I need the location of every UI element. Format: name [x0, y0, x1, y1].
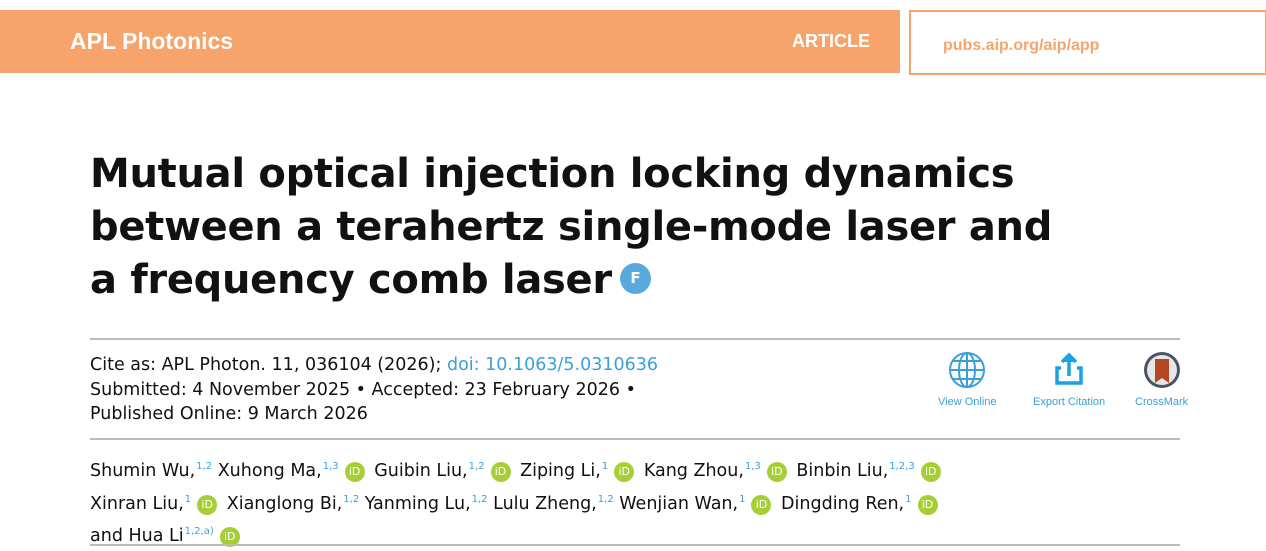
cite-as: Cite as: APL Photon. 11, 036104 (2026); — [90, 355, 442, 375]
author-line: Shumin Wu,1,2 Xuhong Ma,1,3 iD Guibin Liu… — [90, 453, 945, 486]
author-line: Xinran Liu,1 iD Xianglong Bi,1,2 Yanming … — [90, 486, 945, 519]
author[interactable]: Xianglong Bi, — [226, 493, 343, 514]
orcid-icon[interactable]: iD — [920, 462, 941, 482]
doi-link[interactable]: doi: 10.1063/5.0310636 — [446, 355, 659, 375]
orcid-icon[interactable]: iD — [219, 527, 240, 547]
orcid-icon[interactable]: iD — [490, 462, 511, 482]
journal-url-link[interactable]: pubs.aip.org/aip/app — [943, 37, 1100, 54]
export-citation-label: Export Citation — [1033, 396, 1106, 408]
author[interactable]: Shumin Wu, — [90, 461, 196, 481]
affiliation-marker[interactable]: 1,2 — [597, 493, 614, 505]
journal-name[interactable]: APL Photonics — [70, 28, 234, 54]
orcid-icon[interactable]: iD — [614, 462, 635, 482]
orcid-icon[interactable]: iD — [917, 494, 938, 515]
affiliation-marker[interactable]: 1 — [601, 461, 609, 472]
submission-dates: Submitted: 4 November 2025 • Accepted: 2… — [90, 379, 636, 400]
author[interactable]: Lulu Zheng, — [493, 493, 597, 514]
crossmark-label: CrossMark — [1135, 396, 1189, 408]
article-type: ARTICLE — [792, 31, 870, 51]
affiliation-marker[interactable]: 1 — [184, 493, 192, 505]
orcid-icon[interactable]: iD — [344, 462, 365, 482]
crossmark-button[interactable]: CrossMark — [1135, 350, 1188, 408]
featured-badge-icon[interactable]: F — [619, 262, 651, 294]
citation-block: Cite as: APL Photon. 11, 036104 (2026); … — [90, 353, 658, 427]
orcid-icon[interactable]: iD — [766, 462, 787, 482]
affiliation-marker[interactable]: 1,2 — [471, 493, 488, 505]
view-online-label: View Online — [938, 396, 997, 408]
author[interactable]: Yanming Lu, — [364, 493, 471, 514]
author[interactable]: Dingding Ren, — [781, 493, 905, 514]
author[interactable]: Kang Zhou, — [643, 461, 744, 481]
author[interactable]: Ziping Li, — [520, 461, 601, 481]
export-citation-button[interactable]: Export Citation — [1033, 350, 1105, 408]
affiliation-marker[interactable]: 1 — [739, 493, 746, 505]
author[interactable]: Binbin Liu, — [796, 461, 889, 481]
affiliation-marker[interactable]: 1,2 — [468, 461, 485, 472]
affiliation-marker[interactable]: 1 — [905, 493, 912, 505]
author-list: Shumin Wu,1,2 Xuhong Ma,1,3 iD Guibin Liu… — [90, 453, 945, 551]
affiliation-marker[interactable]: 1,2,3 — [889, 461, 915, 472]
orcid-icon[interactable]: iD — [751, 494, 772, 515]
divider — [90, 544, 1180, 546]
divider — [90, 338, 1180, 340]
author-line: and Hua Li1,2,a) iD — [90, 518, 945, 551]
view-online-button[interactable]: View Online — [938, 350, 997, 408]
author[interactable]: Wenjian Wan, — [619, 493, 739, 514]
published-date: Published Online: 9 March 2026 — [90, 404, 368, 424]
affiliation-marker[interactable]: 1,3 — [744, 461, 761, 472]
author[interactable]: Xuhong Ma, — [217, 461, 322, 481]
author[interactable]: Xinran Liu, — [90, 493, 184, 514]
affiliation-marker[interactable]: 1,2 — [196, 461, 213, 472]
orcid-icon[interactable]: iD — [197, 494, 218, 515]
author[interactable]: and Hua Li — [90, 526, 184, 546]
title-text: Mutual optical injection locking dynamic… — [90, 151, 1053, 303]
affiliation-marker[interactable]: 1,2 — [343, 493, 360, 505]
journal-url-box: pubs.aip.org/aip/app — [909, 10, 1266, 75]
globe-icon — [949, 352, 986, 388]
divider — [90, 438, 1180, 440]
author[interactable]: Guibin Liu, — [374, 461, 468, 481]
crossmark-icon — [1143, 352, 1180, 388]
journal-header-bar: APL Photonics ARTICLE — [0, 10, 900, 73]
article-title: Mutual optical injection locking dynamic… — [90, 148, 1090, 307]
affiliation-marker[interactable]: 1,2,a) — [184, 526, 214, 537]
affiliation-marker[interactable]: 1,3 — [322, 461, 339, 472]
export-icon — [1055, 352, 1083, 385]
